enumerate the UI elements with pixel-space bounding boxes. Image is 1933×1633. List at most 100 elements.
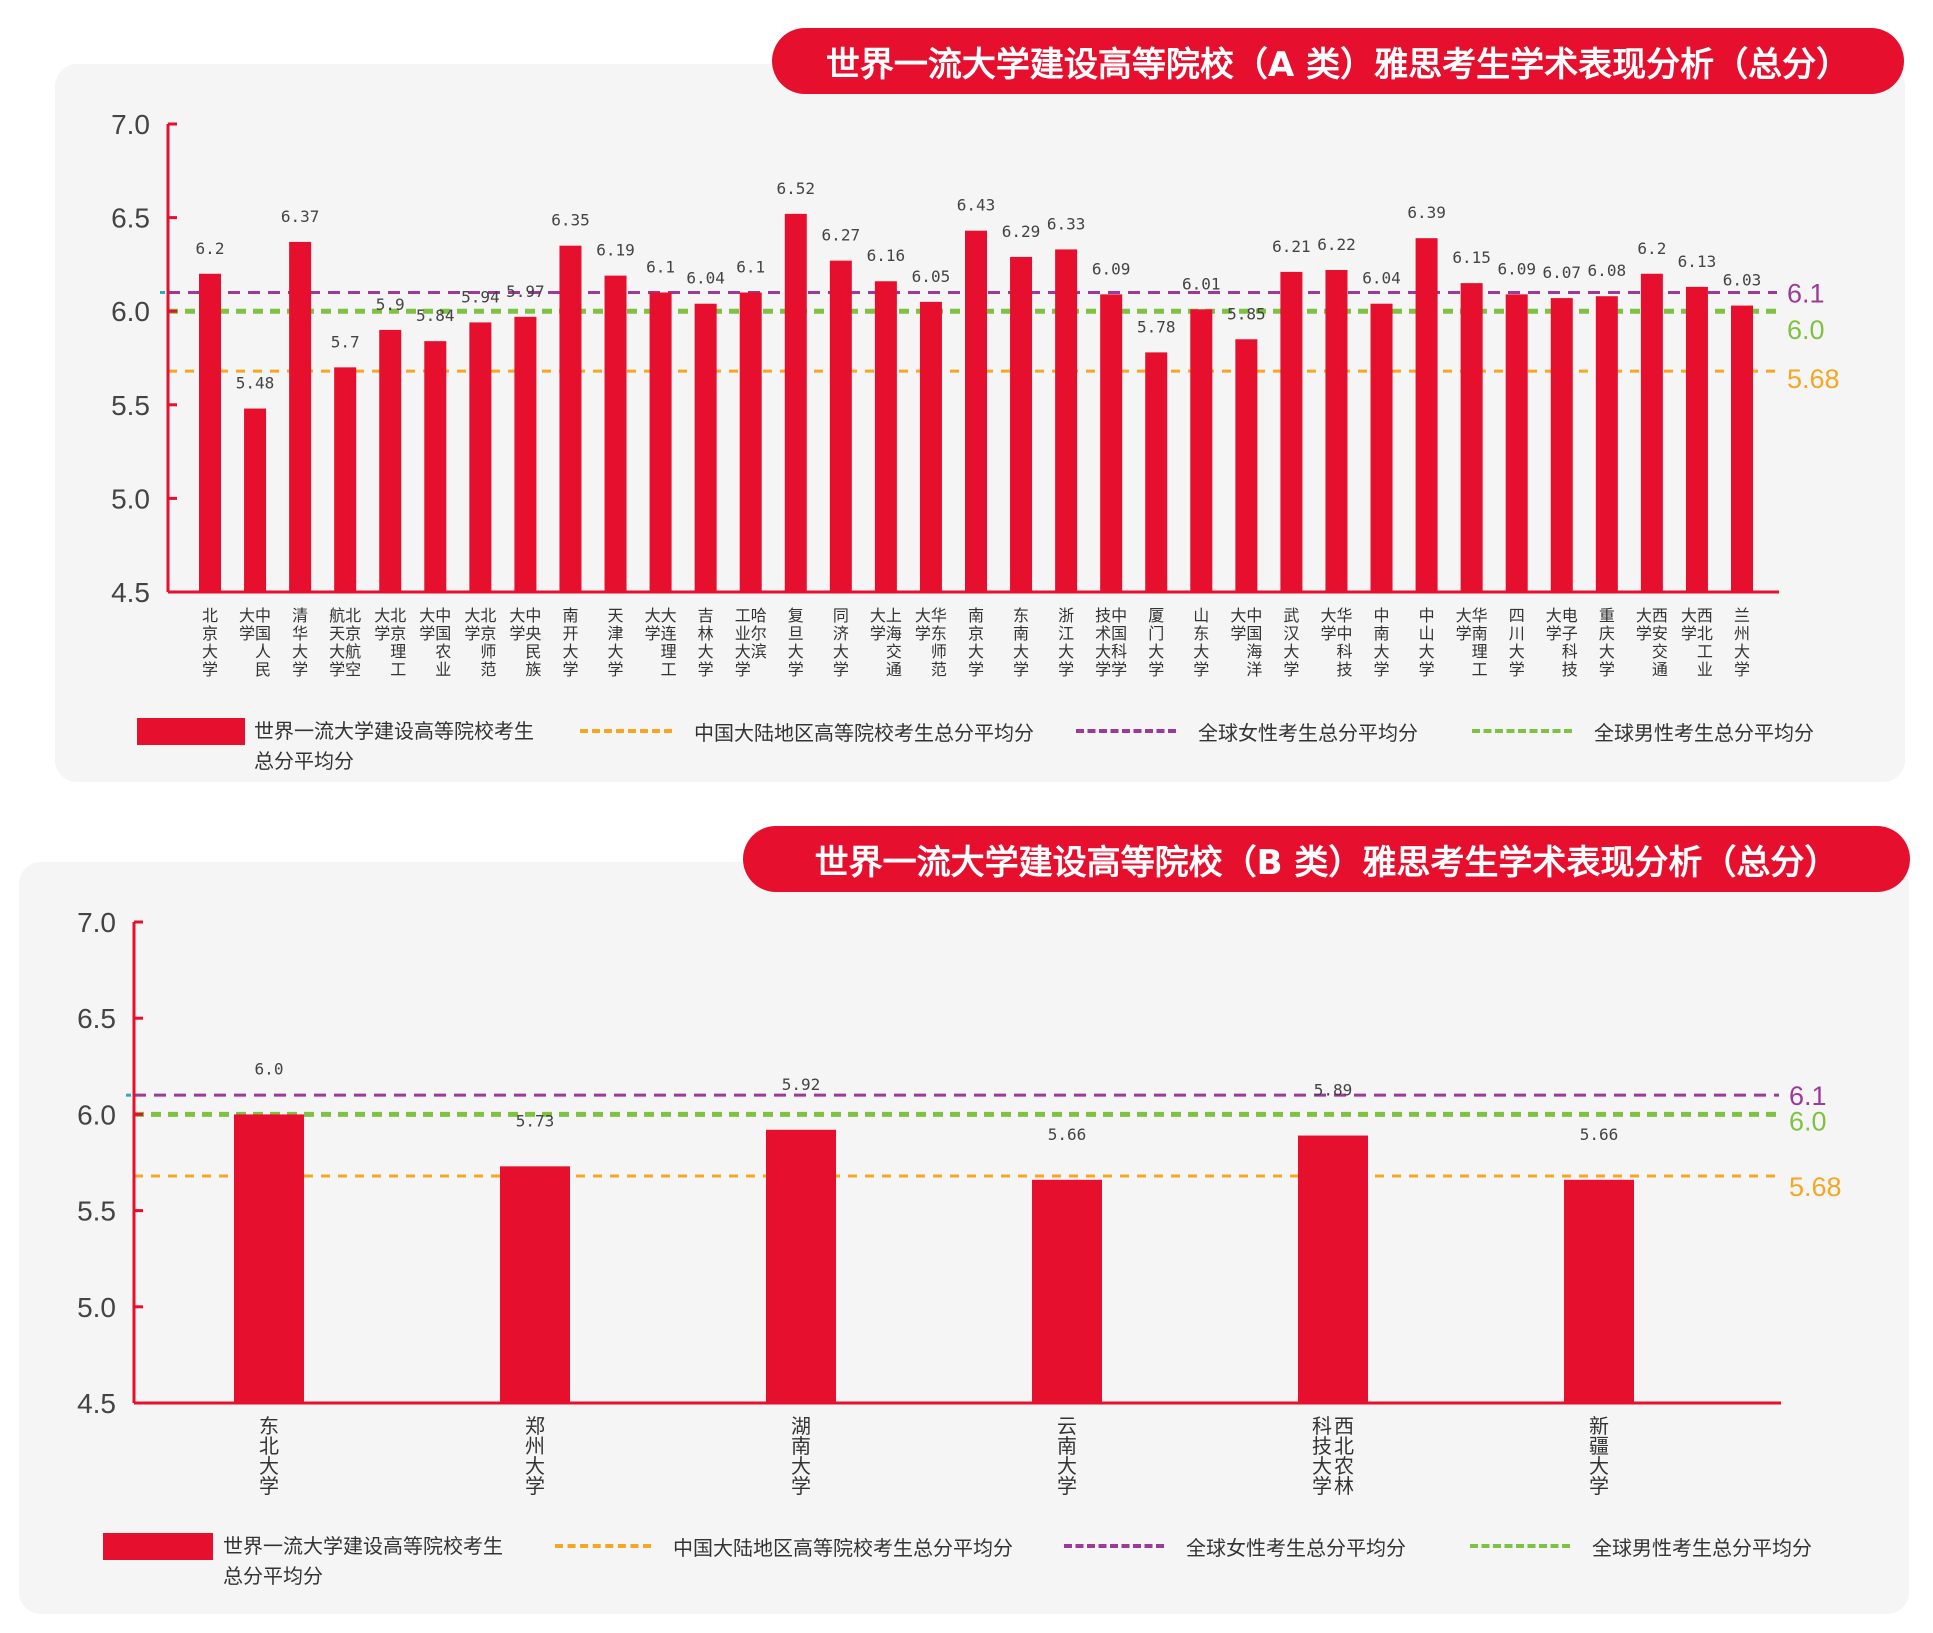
category-label-char: 空	[345, 660, 361, 679]
category-label-char: 东	[931, 624, 947, 643]
category-label-char: 中	[1111, 606, 1127, 625]
bar-value-label: 6.29	[1002, 222, 1041, 241]
category-label-char: 京	[480, 624, 496, 643]
bar	[1460, 283, 1483, 592]
legend-male: 全球男性考生总分平均分	[1472, 716, 1814, 746]
category-label-char: 学	[698, 660, 714, 679]
category-label-char: 学	[419, 624, 435, 643]
bar	[604, 275, 627, 592]
bar	[1595, 296, 1618, 592]
bar	[829, 260, 852, 592]
bar-value-label: 6.0	[255, 1059, 284, 1078]
bar	[1100, 294, 1123, 592]
reference-line-label: 6.1	[1787, 278, 1825, 308]
category-label-char: 科	[1562, 642, 1578, 661]
category-label-char: 浙	[1058, 606, 1074, 625]
y-tick-label: 5.5	[77, 1196, 116, 1227]
category-label-char: 理	[661, 642, 677, 661]
category-label-char: 海	[1246, 642, 1262, 661]
category-label-char: 大	[202, 642, 218, 661]
category-label-char: 厦	[1148, 606, 1164, 625]
category-label-char: 大	[1546, 606, 1562, 625]
category-label-char: 山	[1193, 606, 1209, 625]
category-label-char: 汉	[1283, 624, 1299, 643]
category-label-char: 民	[525, 642, 541, 661]
legend-bar-swatch	[103, 1533, 213, 1560]
category-label-char: 大	[1148, 642, 1164, 661]
legend-bar-label-line2: 总分平均分	[254, 749, 354, 773]
category-label-char: 庆	[1599, 624, 1615, 643]
bar-value-label: 5.66	[1580, 1125, 1619, 1144]
category-label-char: 航	[345, 642, 361, 661]
category-label-char: 大	[1013, 642, 1029, 661]
legend-bar-swatch	[137, 718, 245, 745]
legend-male-label: 全球男性考生总分平均分	[1594, 720, 1814, 745]
category-label-char: 郑	[525, 1414, 545, 1438]
category-label-char: 学	[833, 660, 849, 679]
category-label-char: 学	[464, 624, 480, 643]
category-label-char: 师	[480, 642, 496, 661]
y-tick-label: 4.5	[77, 1388, 116, 1419]
bar	[1145, 352, 1168, 592]
category-label-char: 学	[1095, 660, 1111, 679]
bar	[1280, 271, 1303, 592]
bar	[469, 322, 492, 592]
bar	[965, 230, 987, 593]
bar	[874, 281, 897, 592]
reference-line-label: 6.0	[1789, 1106, 1827, 1136]
category-label-char: 大	[1456, 606, 1472, 625]
category-label-char: 学	[1509, 660, 1525, 679]
bar	[289, 241, 312, 592]
category-label-char: 学	[1283, 660, 1299, 679]
bar-value-label: 5.97	[506, 282, 545, 301]
category-label-char: 南	[1013, 624, 1029, 643]
category-label-char: 学	[259, 1474, 279, 1498]
bar-value-label: 5.78	[1137, 317, 1176, 336]
category-label-char: 子	[1562, 624, 1578, 643]
legend-mainland: 中国大陆地区高等院校考生总分平均分	[580, 716, 1034, 746]
category-label-char: 学	[1374, 660, 1390, 679]
category-label-char: 学	[1057, 1474, 1077, 1498]
bar-value-label: 5.84	[416, 306, 455, 325]
category-label-char: 学	[374, 624, 390, 643]
bar	[784, 213, 807, 592]
category-label-char: 交	[1652, 642, 1668, 661]
bar-value-label: 6.16	[867, 246, 906, 265]
bar-value-label: 6.1	[646, 257, 675, 276]
bar-value-label: 5.89	[1314, 1081, 1353, 1100]
reference-line-label: 6.0	[1787, 315, 1825, 345]
category-label-char: 西	[1334, 1414, 1354, 1438]
category-label-char: 技	[1336, 660, 1352, 679]
reference-line-label: 5.68	[1789, 1172, 1842, 1202]
category-label-char: 学	[1058, 660, 1074, 679]
bar-value-label: 6.52	[776, 179, 815, 198]
bar	[1685, 286, 1708, 592]
category-label-char: 学	[788, 660, 804, 679]
category-label-char: 旦	[788, 624, 804, 643]
bar	[1325, 270, 1348, 592]
category-label-char: 学	[968, 660, 984, 679]
category-label-char: 尔	[751, 624, 767, 643]
category-label-char: 理	[390, 642, 406, 661]
bar	[424, 341, 447, 592]
bar	[234, 1114, 304, 1403]
category-label-char: 学	[1230, 624, 1246, 643]
category-label-char: 大	[1312, 1454, 1332, 1478]
category-label-char: 学	[1734, 660, 1750, 679]
bar-value-label: 5.73	[516, 1111, 555, 1130]
category-label-char: 中	[1246, 606, 1262, 625]
bar	[694, 303, 717, 592]
category-label-char: 北	[390, 606, 406, 625]
legend-female-dash	[1064, 1544, 1164, 1548]
category-label-char: 中	[1336, 624, 1352, 643]
bar-value-label: 6.13	[1678, 252, 1717, 271]
bar-value-label: 6.2	[196, 239, 225, 258]
